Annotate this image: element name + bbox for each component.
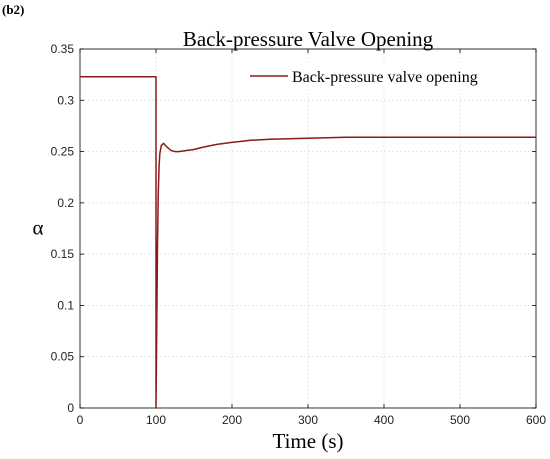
y-tick-label: 0.1 — [57, 298, 74, 312]
grid-lines — [80, 49, 536, 408]
y-tick-label: 0 — [67, 401, 74, 415]
y-tick-label: 0.15 — [51, 247, 75, 261]
x-axis-label: Time (s) — [273, 429, 344, 453]
x-tick-label: 600 — [526, 413, 546, 427]
x-tick-label: 200 — [222, 413, 242, 427]
axis-ticks: 0 100 200 300 400 500 600 0 0.05 0.1 0.15 0.2 0.25 0.… — [51, 42, 547, 427]
x-tick-label: 100 — [146, 413, 166, 427]
y-tick-label: 0.05 — [51, 350, 75, 364]
series-layer — [80, 75, 536, 409]
y-tick-label: 0.3 — [57, 93, 74, 107]
legend-box — [246, 62, 530, 90]
legend-label: Back-pressure valve opening — [292, 69, 478, 86]
y-axis-label: α — [32, 216, 43, 240]
y-tick-label: 0.25 — [51, 145, 75, 159]
y-tick-label: 0.2 — [57, 196, 74, 210]
chart-title: Back-pressure Valve Opening — [183, 27, 434, 51]
series-line — [80, 75, 536, 409]
x-tick-label: 500 — [450, 413, 470, 427]
panel-label: (b2) — [2, 2, 25, 17]
y-tick-label: 0.35 — [51, 42, 75, 56]
legend: Back-pressure valve opening — [246, 62, 530, 90]
x-tick-label: 400 — [374, 413, 394, 427]
x-tick-label: 0 — [77, 413, 84, 427]
x-tick-label: 300 — [298, 413, 318, 427]
